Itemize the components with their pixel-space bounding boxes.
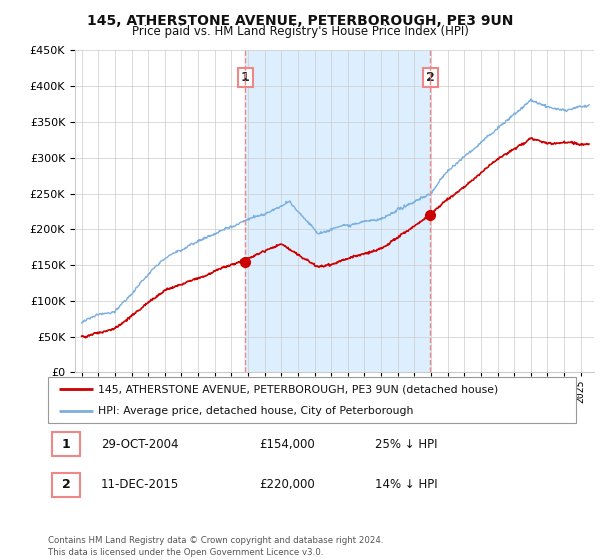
Text: HPI: Average price, detached house, City of Peterborough: HPI: Average price, detached house, City… (98, 407, 413, 416)
FancyBboxPatch shape (52, 473, 80, 497)
Text: Contains HM Land Registry data © Crown copyright and database right 2024.
This d: Contains HM Land Registry data © Crown c… (48, 536, 383, 557)
Text: 11-DEC-2015: 11-DEC-2015 (101, 478, 179, 491)
Bar (245, 50, 430, 372)
Text: Price paid vs. HM Land Registry's House Price Index (HPI): Price paid vs. HM Land Registry's House … (131, 25, 469, 38)
Text: 145, ATHERSTONE AVENUE, PETERBOROUGH, PE3 9UN: 145, ATHERSTONE AVENUE, PETERBOROUGH, PE… (87, 14, 513, 28)
Text: 2: 2 (62, 478, 70, 491)
Text: £154,000: £154,000 (259, 438, 315, 451)
FancyBboxPatch shape (52, 432, 80, 456)
Text: 1: 1 (62, 438, 70, 451)
Text: 29-OCT-2004: 29-OCT-2004 (101, 438, 178, 451)
Text: 14% ↓ HPI: 14% ↓ HPI (376, 478, 438, 491)
Text: 2: 2 (426, 71, 434, 84)
Text: 1: 1 (241, 71, 250, 84)
Text: 25% ↓ HPI: 25% ↓ HPI (376, 438, 438, 451)
Text: £220,000: £220,000 (259, 478, 315, 491)
Text: 145, ATHERSTONE AVENUE, PETERBOROUGH, PE3 9UN (detached house): 145, ATHERSTONE AVENUE, PETERBOROUGH, PE… (98, 384, 499, 394)
